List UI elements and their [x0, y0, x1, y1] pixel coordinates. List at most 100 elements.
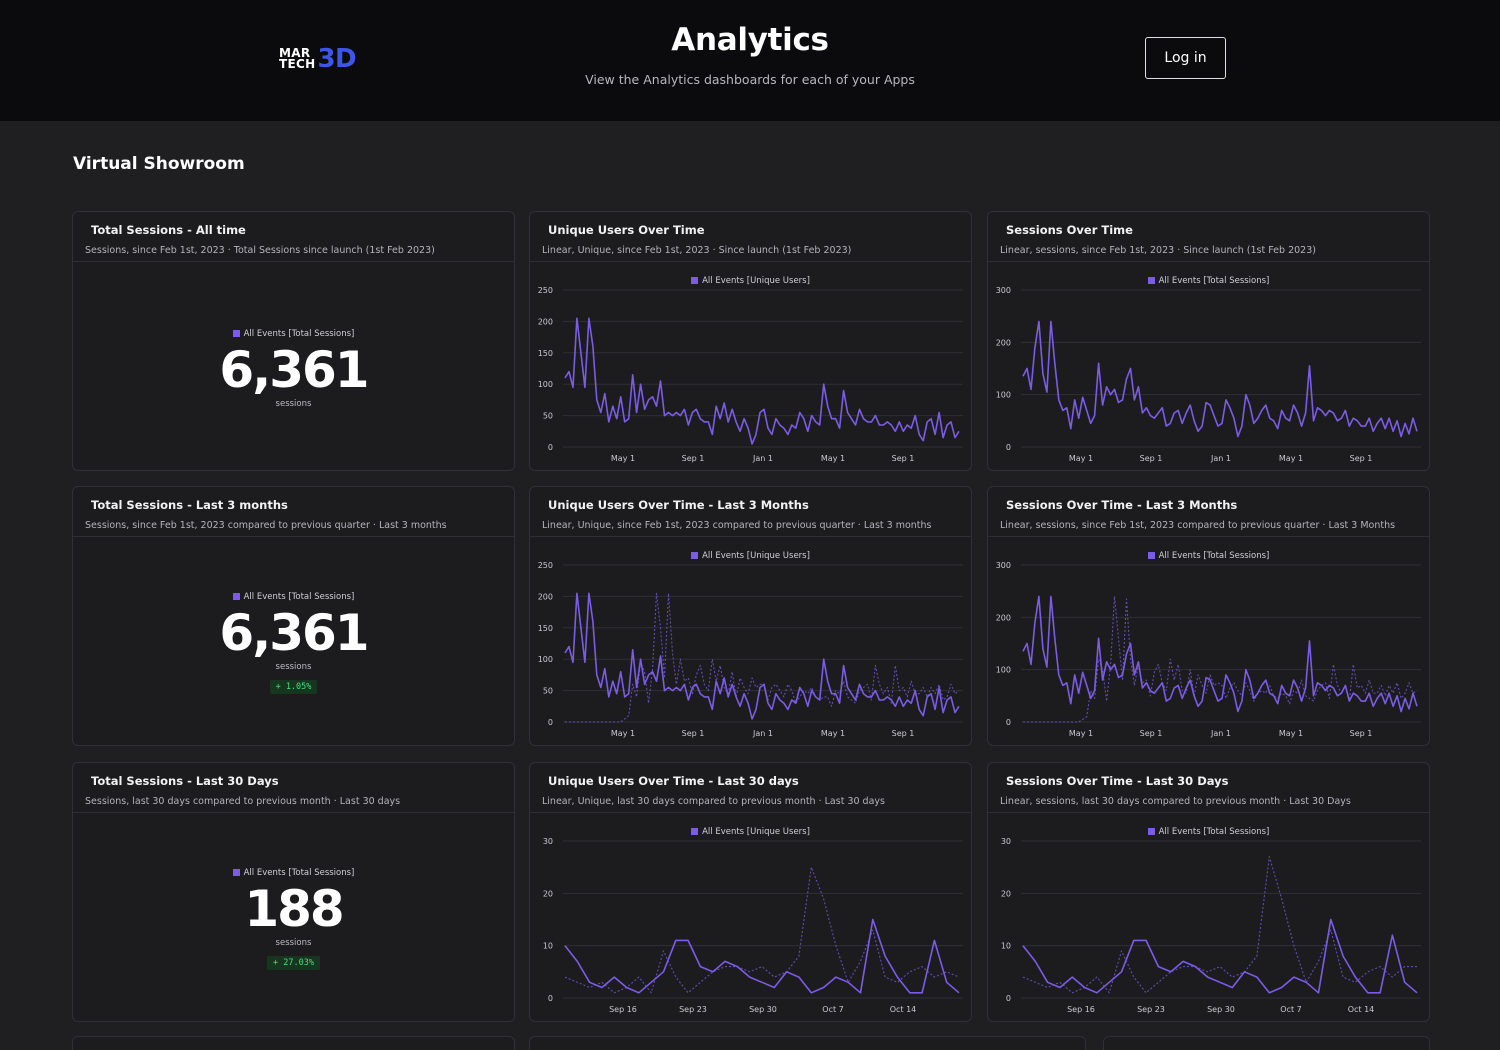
- line-chart[interactable]: 250 200 150 100 50 0 May 1 Sep 1 Jan 1 May 1 Sep 1: [530, 282, 972, 467]
- chart-card-unique-users-3-months[interactable]: Unique Users Over Time - Last 3 Months L…: [529, 486, 972, 746]
- series-line: [564, 592, 960, 720]
- chart-card-sessions[interactable]: Sessions Over Time Linear, sessions, sin…: [987, 211, 1430, 471]
- card-header: Unique Users Over Time - Last 3 Months L…: [530, 487, 971, 537]
- x-tick-label: Oct 7: [1280, 1005, 1301, 1014]
- y-tick-label: 150: [538, 349, 553, 358]
- chart-legend[interactable]: All Events [Unique Users]: [530, 269, 971, 288]
- kpi-body: All Events [Total Sessions] 6,361 sessio…: [73, 585, 514, 694]
- y-tick-label: 20: [1001, 889, 1011, 898]
- chart-card-partial[interactable]: [529, 1036, 1086, 1050]
- login-button[interactable]: Log in: [1145, 37, 1226, 79]
- card-title: Sessions Over Time - Last 30 Days: [1006, 774, 1229, 788]
- y-tick-label: 30: [543, 837, 553, 846]
- x-tick-label: Sep 16: [609, 1005, 637, 1014]
- x-tick-label: Sep 1: [1140, 729, 1163, 738]
- card-header: Unique Users Over Time - Last 30 days Li…: [530, 763, 971, 813]
- x-tick-label: May 1: [1279, 729, 1303, 738]
- y-tick-label: 0: [548, 718, 553, 727]
- kpi-value: 6,361: [219, 341, 369, 399]
- y-tick-label: 100: [538, 380, 553, 389]
- kpi-unit: sessions: [275, 399, 312, 409]
- chart-legend[interactable]: All Events [Total Sessions]: [988, 544, 1429, 563]
- x-tick-label: Sep 1: [682, 454, 705, 463]
- logo-accent: 3D: [317, 44, 357, 74]
- chart-card-unique-users-30-days[interactable]: Unique Users Over Time - Last 30 days Li…: [529, 762, 972, 1022]
- legend-label: All Events [Total Sessions]: [243, 867, 355, 878]
- card-title: Unique Users Over Time: [548, 223, 705, 237]
- y-tick-label: 50: [543, 687, 553, 696]
- series-line: [1022, 918, 1418, 994]
- chart-card-sessions-3-months[interactable]: Sessions Over Time - Last 3 Months Linea…: [987, 486, 1430, 746]
- kpi-card-total-sessions-all-time[interactable]: Total Sessions - All time Sessions, sinc…: [72, 211, 515, 471]
- chart-legend[interactable]: All Events [Unique Users]: [530, 544, 971, 563]
- x-tick-label: Jan 1: [752, 729, 773, 738]
- card-title: Total Sessions - Last 30 Days: [91, 774, 279, 788]
- x-tick-label: Sep 1: [1350, 729, 1373, 738]
- change-badge: + 1.05%: [269, 680, 318, 694]
- legend-label: All Events [Total Sessions]: [1158, 275, 1270, 286]
- card-subtitle: Sessions, since Feb 1st, 2023 compared t…: [85, 520, 447, 531]
- kpi-value: 6,361: [219, 604, 369, 662]
- kpi-unit: sessions: [275, 938, 312, 948]
- y-tick-label: 0: [1006, 718, 1011, 727]
- y-tick-label: 0: [548, 994, 553, 1003]
- logo-wordmark: MAR TECH: [279, 46, 316, 71]
- x-tick-label: May 1: [1069, 454, 1093, 463]
- y-tick-label: 100: [538, 655, 553, 664]
- legend-label: All Events [Total Sessions]: [243, 591, 355, 602]
- legend-swatch: [232, 593, 240, 600]
- kpi-card-partial[interactable]: [72, 1036, 515, 1050]
- top-header: MAR TECH 3D Analytics View the Analytics…: [0, 0, 1500, 121]
- chart-card-partial-right[interactable]: [1103, 1036, 1430, 1050]
- x-tick-label: Oct 14: [1348, 1005, 1375, 1014]
- card-header: Unique Users Over Time Linear, Unique, s…: [530, 212, 971, 262]
- card-header: Total Sessions - All time Sessions, sinc…: [73, 212, 514, 262]
- kpi-body: All Events [Total Sessions] 6,361 sessio…: [73, 322, 514, 410]
- line-chart[interactable]: 30 20 10 0 Sep 16 Sep 23 Sep 30 Oct 7 Oct 14: [530, 833, 972, 1018]
- section-title: Virtual Showroom: [73, 154, 245, 174]
- legend-label: All Events [Total Sessions]: [1158, 550, 1270, 561]
- x-tick-label: Jan 1: [752, 454, 773, 463]
- y-tick-label: 200: [996, 613, 1011, 622]
- x-tick-label: Sep 1: [1350, 454, 1373, 463]
- martech3d-logo[interactable]: MAR TECH 3D: [279, 44, 357, 74]
- chart-legend[interactable]: All Events [Total Sessions]: [988, 269, 1429, 288]
- card-subtitle: Linear, Unique, since Feb 1st, 2023 comp…: [542, 520, 932, 531]
- line-chart[interactable]: 300 200 100 0 May 1 Sep 1 Jan 1 May 1 Sep 1: [988, 557, 1430, 742]
- y-tick-label: 300: [996, 561, 1011, 570]
- x-tick-label: Sep 23: [1137, 1005, 1165, 1014]
- card-header: Sessions Over Time Linear, sessions, sin…: [988, 212, 1429, 262]
- logo-line-2: TECH: [279, 57, 316, 71]
- x-tick-label: Sep 23: [679, 1005, 707, 1014]
- kpi-card-total-sessions-3-months[interactable]: Total Sessions - Last 3 months Sessions,…: [72, 486, 515, 746]
- legend-swatch: [1147, 277, 1155, 284]
- chart-card-sessions-30-days[interactable]: Sessions Over Time - Last 30 Days Linear…: [987, 762, 1430, 1022]
- line-chart[interactable]: 250 200 150 100 50 0 May 1 Sep 1 Jan 1 May 1 Sep 1: [530, 557, 972, 742]
- card-subtitle: Sessions, last 30 days compared to previ…: [85, 796, 401, 807]
- card-subtitle: Linear, Unique, since Feb 1st, 2023 · Si…: [542, 245, 852, 256]
- y-tick-label: 250: [538, 286, 553, 295]
- card-subtitle: Linear, Unique, last 30 days compared to…: [542, 796, 885, 807]
- card-title: Total Sessions - Last 3 months: [91, 498, 288, 512]
- line-chart[interactable]: 300 200 100 0 May 1 Sep 1 Jan 1 May 1 Sep 1: [988, 282, 1430, 467]
- card-title: Unique Users Over Time - Last 3 Months: [548, 498, 809, 512]
- kpi-card-total-sessions-30-days[interactable]: Total Sessions - Last 30 Days Sessions, …: [72, 762, 515, 1022]
- y-tick-label: 100: [996, 666, 1011, 675]
- y-tick-label: 0: [548, 443, 553, 452]
- kpi-unit: sessions: [275, 662, 312, 672]
- legend-label: All Events [Unique Users]: [702, 550, 810, 561]
- chart-legend[interactable]: All Events [Total Sessions]: [988, 820, 1429, 839]
- y-tick-label: 20: [543, 889, 553, 898]
- chart-legend[interactable]: All Events [Unique Users]: [530, 820, 971, 839]
- line-chart[interactable]: 30 20 10 0 Sep 16 Sep 23 Sep 30 Oct 7 Oct 14: [988, 833, 1430, 1018]
- x-tick-label: Sep 30: [1207, 1005, 1235, 1014]
- kpi-value: 188: [244, 880, 344, 938]
- y-tick-label: 30: [1001, 837, 1011, 846]
- chart-card-unique-users[interactable]: Unique Users Over Time Linear, Unique, s…: [529, 211, 972, 471]
- card-subtitle: Linear, sessions, since Feb 1st, 2023 · …: [1000, 245, 1316, 256]
- card-subtitle: Linear, sessions, since Feb 1st, 2023 co…: [1000, 520, 1396, 531]
- logo-line-1: MAR: [279, 46, 311, 60]
- card-title: Sessions Over Time: [1006, 223, 1133, 237]
- kpi-body: All Events [Total Sessions] 188 sessions…: [73, 861, 514, 970]
- legend-label: All Events [Total Sessions]: [1158, 826, 1270, 837]
